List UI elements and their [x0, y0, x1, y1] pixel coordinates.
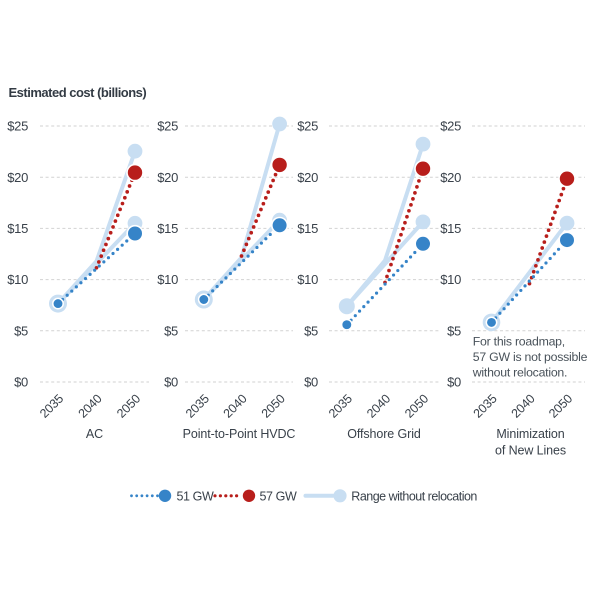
svg-text:$25: $25 [297, 119, 318, 134]
svg-text:57 GW: 57 GW [260, 489, 297, 503]
svg-text:Range without relocation: Range without relocation [351, 489, 477, 503]
svg-text:$25: $25 [7, 119, 28, 134]
svg-text:$20: $20 [297, 170, 318, 185]
svg-text:$5: $5 [14, 323, 28, 338]
svg-text:$0: $0 [164, 375, 178, 390]
svg-text:$5: $5 [164, 323, 178, 338]
svg-text:Point-to-Point HVDC: Point-to-Point HVDC [183, 427, 296, 441]
svg-text:$20: $20 [440, 170, 461, 185]
svg-text:51 GW: 51 GW [177, 489, 214, 503]
svg-text:$15: $15 [440, 221, 461, 236]
svg-text:$15: $15 [297, 221, 318, 236]
svg-text:$20: $20 [7, 170, 28, 185]
svg-text:$10: $10 [157, 272, 178, 287]
svg-text:For this roadmap,: For this roadmap, [473, 334, 565, 348]
svg-text:$25: $25 [440, 119, 461, 134]
svg-text:$10: $10 [297, 272, 318, 287]
svg-text:$5: $5 [304, 323, 318, 338]
svg-text:$0: $0 [304, 375, 318, 390]
svg-text:$0: $0 [447, 375, 461, 390]
svg-text:$20: $20 [157, 170, 178, 185]
svg-text:$10: $10 [7, 272, 28, 287]
svg-text:AC: AC [86, 427, 103, 441]
svg-text:Minimization: Minimization [496, 427, 564, 441]
svg-text:of New Lines: of New Lines [495, 443, 566, 457]
svg-text:$10: $10 [440, 272, 461, 287]
svg-text:$5: $5 [447, 323, 461, 338]
svg-text:$15: $15 [157, 221, 178, 236]
svg-text:Estimated cost (billions): Estimated cost (billions) [9, 85, 147, 100]
svg-text:Offshore Grid: Offshore Grid [347, 427, 421, 441]
svg-text:57 GW is not possible: 57 GW is not possible [473, 350, 588, 364]
svg-text:$25: $25 [157, 119, 178, 134]
svg-text:$15: $15 [7, 221, 28, 236]
svg-text:$0: $0 [14, 375, 28, 390]
svg-text:without relocation.: without relocation. [472, 366, 567, 380]
